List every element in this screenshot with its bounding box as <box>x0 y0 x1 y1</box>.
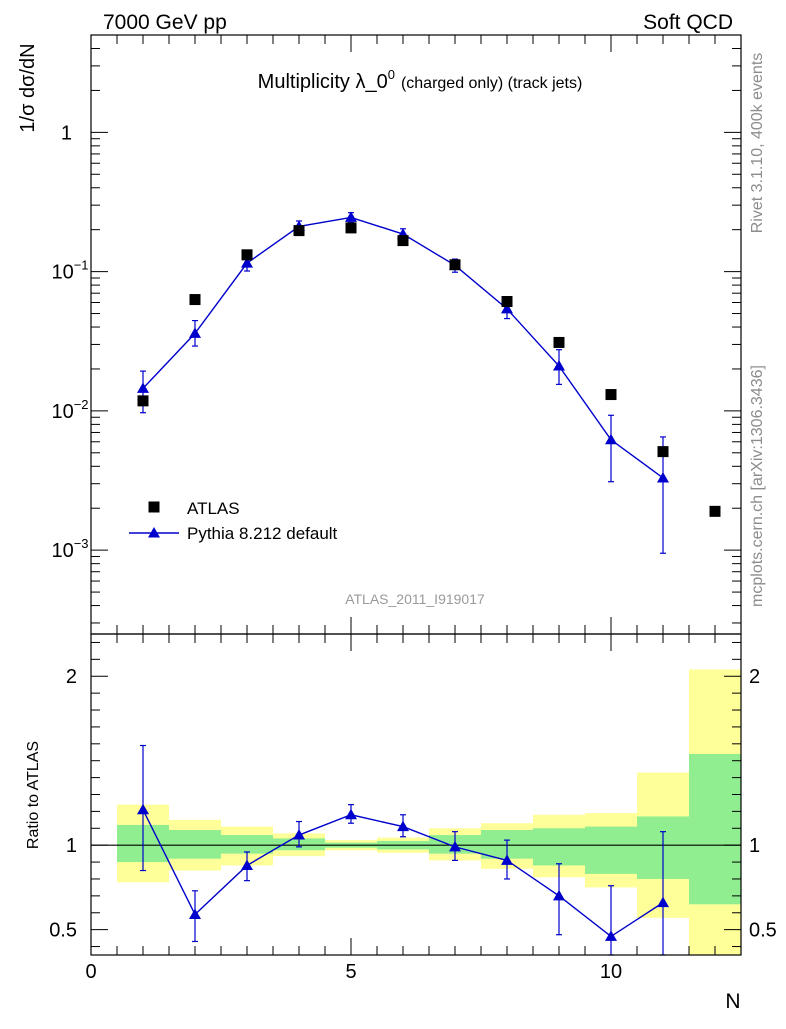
title-detail: (charged only) (track jets) <box>401 75 582 92</box>
title-main: Multiplicity λ_0 <box>258 71 388 93</box>
y-tick-label: 1 <box>61 122 72 144</box>
category-label: Soft QCD <box>643 11 733 34</box>
rivet-version-note: Rivet 3.1.10, 400k events <box>749 53 766 234</box>
ratio-point <box>137 803 149 815</box>
ratio-y-tick-label-left: 0.5 <box>49 920 77 942</box>
ratio-y-tick-label-right: 1 <box>749 835 760 857</box>
atlas-point <box>605 389 617 401</box>
y-tick-label: 10−1 <box>51 258 88 284</box>
pythia-point <box>553 360 565 371</box>
title-superscript: 0 <box>388 67 395 82</box>
ratio-point <box>189 908 201 919</box>
atlas-point <box>501 296 513 308</box>
pythia-point <box>605 433 617 445</box>
y-tick-exponent: −3 <box>74 536 89 551</box>
ratio-point <box>553 889 565 901</box>
y-tick-mantissa: 10 <box>51 540 73 562</box>
legend-pythia-marker <box>148 527 160 538</box>
ratio-y-tick-label-left: 2 <box>66 666 77 688</box>
ratio-point <box>397 820 409 832</box>
pythia-point <box>657 471 669 483</box>
ratio-point <box>501 854 513 865</box>
legend-atlas-marker <box>148 501 160 513</box>
plot-frames <box>90 34 742 956</box>
main-axis-ticks: 10−310−210−11 <box>51 34 742 634</box>
plot-title: Multiplicity λ_00 (charged only) (track j… <box>258 67 583 93</box>
band-inner-bin <box>221 835 273 854</box>
atlas-point <box>293 225 305 237</box>
ratio-frame <box>90 633 742 956</box>
source-note: mcplots.cern.ch [arXiv:1306.3436] <box>749 365 766 607</box>
x-axis-label: N <box>725 990 740 1013</box>
y-tick-label: 10−3 <box>51 536 88 562</box>
pythia-point <box>189 327 201 338</box>
legend-pythia-label: Pythia 8.212 default <box>187 524 338 543</box>
main-frame <box>90 34 742 635</box>
atlas-point <box>137 395 149 407</box>
band-inner-bin <box>169 829 221 859</box>
ratio-point <box>345 808 357 820</box>
band-inner-bin <box>533 828 585 866</box>
ratio-point <box>241 859 253 870</box>
band-inner-bin <box>689 753 741 905</box>
y-tick-mantissa: 10 <box>51 401 73 423</box>
pythia-point <box>501 302 513 314</box>
atlas-point <box>657 446 669 458</box>
band-inner-bin <box>585 826 637 874</box>
ratio-point <box>293 829 305 840</box>
atlas-point <box>241 249 253 261</box>
atlas-point <box>189 294 201 306</box>
main-series-layer <box>137 211 721 554</box>
energy-label: 7000 GeV pp <box>103 11 227 34</box>
pythia-point <box>345 211 357 222</box>
y-tick-exponent: −2 <box>74 397 89 412</box>
legend: ATLAS Pythia 8.212 default <box>129 499 338 543</box>
y-tick-exponent: −1 <box>74 258 89 273</box>
ratio-point <box>657 896 669 908</box>
x-tick-label: 0 <box>85 961 96 983</box>
ratio-point <box>449 840 461 852</box>
ratio-y-axis-label: Ratio to ATLAS <box>25 741 42 849</box>
legend-atlas-label: ATLAS <box>187 499 240 518</box>
x-tick-label: 10 <box>600 961 622 983</box>
pythia-line <box>142 216 664 479</box>
atlas-point <box>449 259 461 271</box>
atlas-point <box>709 505 721 517</box>
y-tick-label: 10−2 <box>51 397 88 423</box>
ratio-y-tick-label-right: 0.5 <box>749 920 777 942</box>
x-tick-label: 5 <box>345 961 356 983</box>
ratio-y-tick-label-right: 2 <box>749 666 760 688</box>
pythia-point <box>241 257 253 268</box>
atlas-point <box>397 235 409 247</box>
y-tick-mantissa: 10 <box>51 262 73 284</box>
atlas-point <box>345 222 357 234</box>
ratio-series-layer <box>137 744 669 956</box>
pythia-point <box>137 382 149 393</box>
main-y-axis-label: 1/σ dσ/dN <box>17 43 39 132</box>
ratio-point <box>605 930 617 941</box>
ratio-y-tick-label-left: 1 <box>66 835 77 857</box>
atlas-point <box>553 336 565 348</box>
analysis-tag: ATLAS_2011_I919017 <box>345 591 485 607</box>
